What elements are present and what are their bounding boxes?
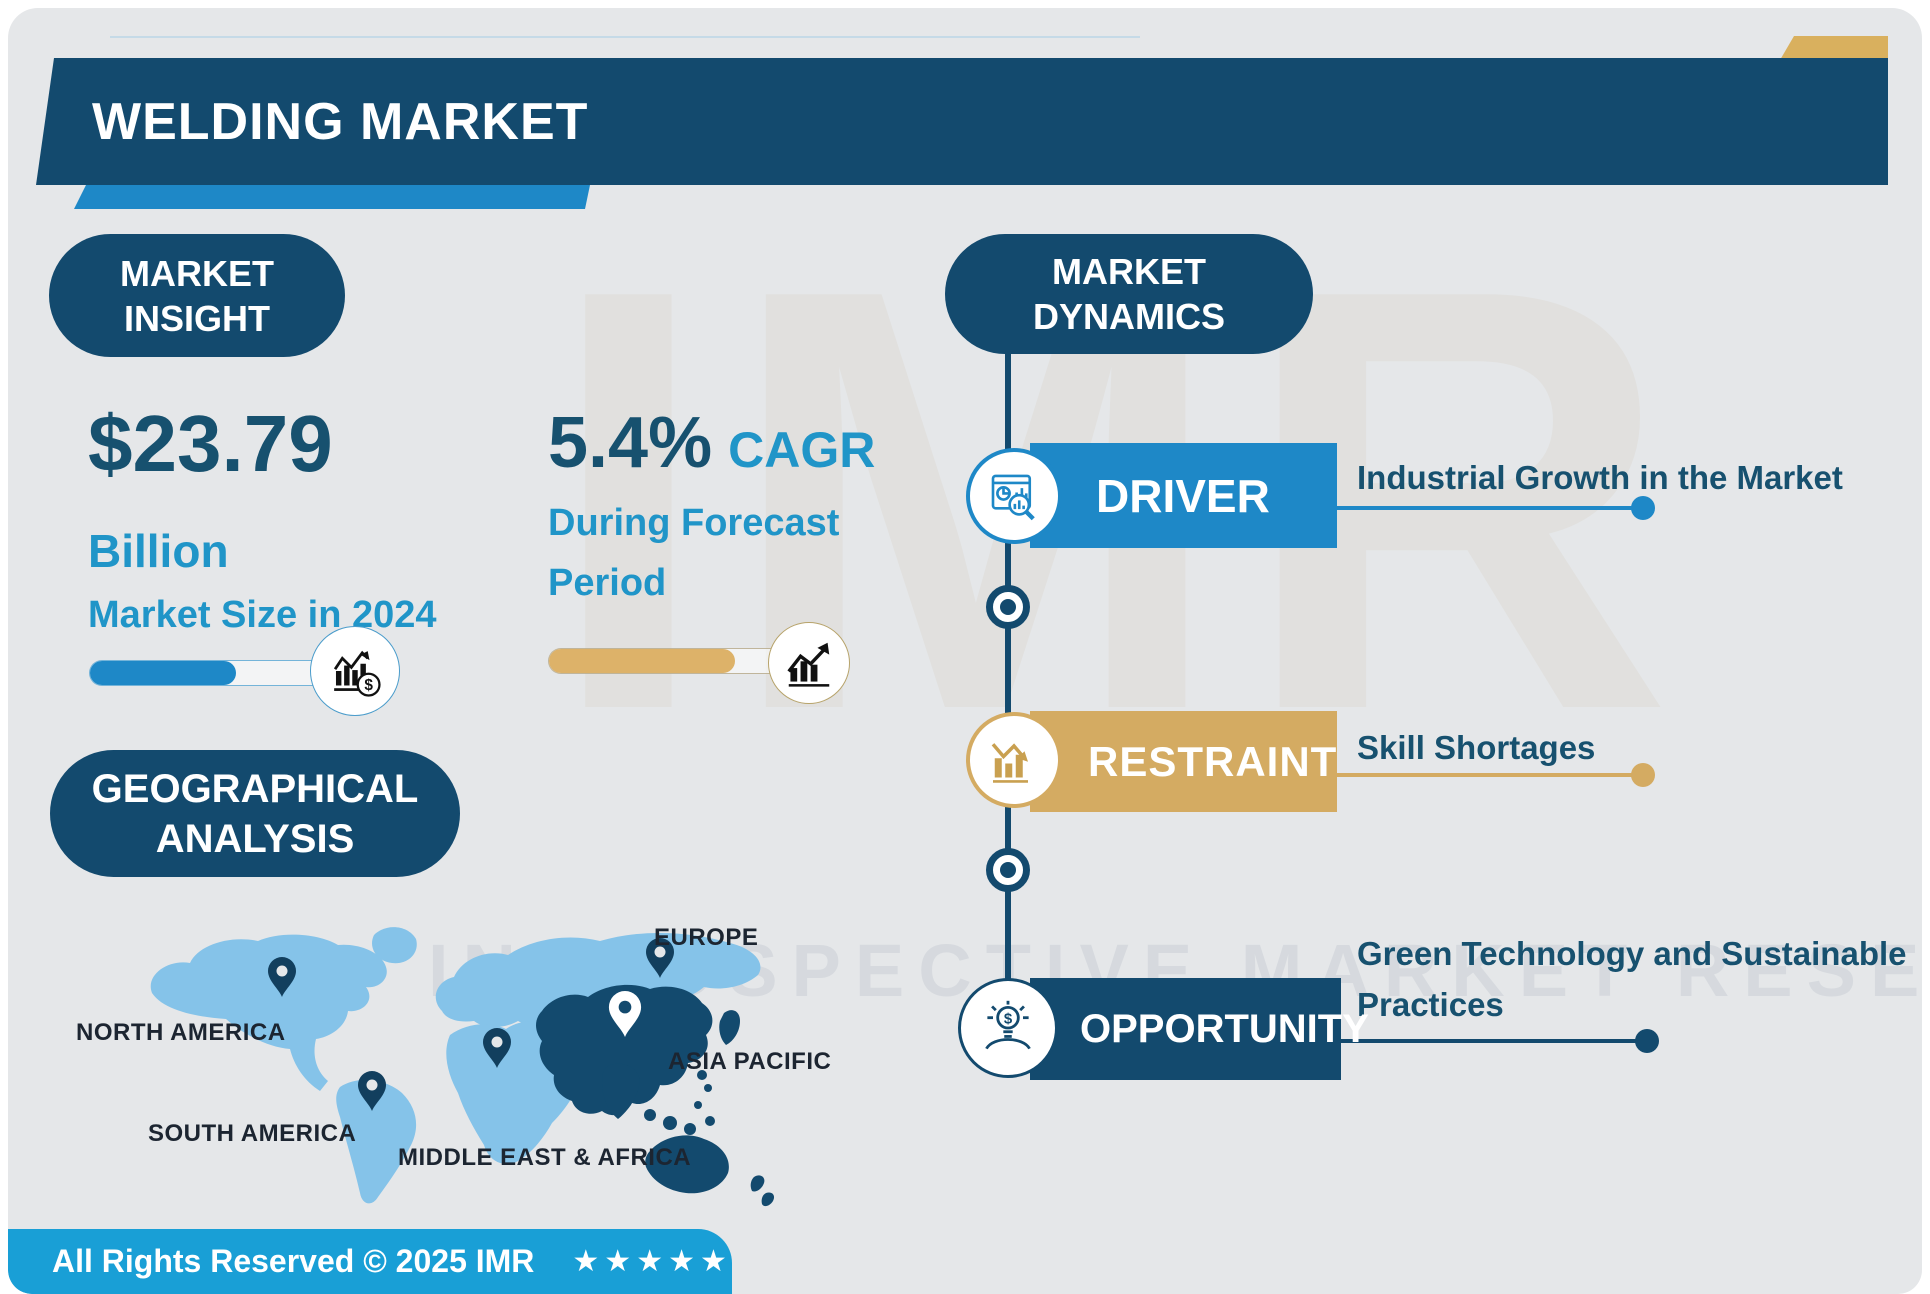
banner-accent-bar <box>74 185 590 209</box>
map-label-south-america: SOUTH AMERICA <box>148 1120 357 1147</box>
infographic-card: IMR INTROSPECTIVE MARKET RESEARCH WELDIN… <box>8 8 1922 1294</box>
bar-chart-dollar-icon: $ <box>310 626 400 716</box>
restraint-text-line1: Skill Shortages <box>1357 729 1596 766</box>
geo-badge-line2: ANALYSIS <box>155 816 355 861</box>
market-size-value: $23.79 <box>88 399 333 488</box>
opportunity-text-line1: Green Technology and Sustainable <box>1357 935 1907 972</box>
location-pin-icon <box>268 938 674 1111</box>
cagr-caption-line1: During Forecast <box>548 502 840 544</box>
market-dynamics-badge-line2: DYNAMICS <box>1032 296 1225 337</box>
top-divider-line <box>110 36 1140 38</box>
restraint-box: RESTRAINT <box>1030 711 1337 812</box>
market-size-progress-bar <box>89 660 345 686</box>
driver-connector-line <box>1337 496 1655 520</box>
driver-text: Industrial Growth in the Market <box>1357 452 1843 503</box>
opportunity-box: OPPORTUNITY <box>1030 978 1369 1080</box>
driver-box: DRIVER <box>1030 443 1337 548</box>
market-size-caption: Market Size in 2024 <box>88 594 437 636</box>
timeline-node-dot <box>1000 862 1016 878</box>
market-insight-badge: MARKET INSIGHT <box>49 234 345 357</box>
timeline-node-1 <box>986 585 1030 629</box>
driver-label: DRIVER <box>1096 469 1270 522</box>
cagr-progress-fill <box>549 649 735 673</box>
copyright-text: All Rights Reserved © 2025 IMR <box>52 1243 535 1279</box>
restraint-text: Skill Shortages <box>1357 722 1595 773</box>
market-size-unit: Billion <box>88 525 229 577</box>
opportunity-connector-dot <box>1635 1029 1659 1053</box>
growth-chart-icon <box>768 622 850 704</box>
map-label-north-america: NORTH AMERICA <box>76 1019 286 1046</box>
opportunity-label: OPPORTUNITY <box>1080 1006 1369 1051</box>
restraint-connector-dot <box>1631 763 1655 787</box>
geo-badge-line1: GEOGRAPHICAL <box>91 766 419 811</box>
footer-bar: All Rights Reserved © 2025 IMR ★★★★★ <box>8 1229 732 1294</box>
opportunity-connector-line <box>1341 1029 1659 1053</box>
timeline-line <box>1005 352 1011 1028</box>
market-dynamics-badge-line1: MARKET <box>1052 251 1206 292</box>
driver-connector-dot <box>1631 496 1655 520</box>
timeline-node-2 <box>986 848 1030 892</box>
cagr-caption-line2: Period <box>548 562 667 604</box>
gold-corner-tab <box>1780 36 1888 60</box>
geographical-analysis-badge: GEOGRAPHICAL ANALYSIS <box>50 750 460 877</box>
title-banner: WELDING MARKET <box>36 58 1888 185</box>
page-title: WELDING MARKET <box>92 92 589 151</box>
svg-text:$: $ <box>364 677 373 694</box>
infographic-content: IMR INTROSPECTIVE MARKET RESEARCH WELDIN… <box>8 8 1922 1294</box>
market-size-progress-fill <box>90 661 236 685</box>
idea-bulb-dollar-icon: $ <box>958 978 1058 1078</box>
svg-text:$: $ <box>1004 1010 1013 1027</box>
timeline-node-dot <box>1000 599 1016 615</box>
map-label-asia-pacific: ASIA PACIFIC <box>668 1048 832 1075</box>
restraint-connector-line <box>1337 763 1655 787</box>
cagr-label: CAGR <box>728 422 876 478</box>
opportunity-text-line2: Practices <box>1357 986 1504 1024</box>
opportunity-text: Green Technology and Sustainable Practic… <box>1357 928 1907 1030</box>
declining-chart-icon <box>966 712 1062 808</box>
cagr-value: 5.4% CAGR <box>548 402 875 484</box>
analytics-magnifier-icon <box>966 448 1062 544</box>
market-insight-badge-line2: INSIGHT <box>123 297 270 339</box>
driver-text-line1: Industrial Growth in the Market <box>1357 459 1843 496</box>
star-rating: ★★★★★ <box>572 1245 732 1278</box>
market-dynamics-badge: MARKET DYNAMICS <box>945 234 1313 354</box>
world-map <box>150 927 775 1207</box>
cagr-progress-bar <box>548 648 796 674</box>
market-insight-badge-line1: MARKET <box>120 252 274 294</box>
map-label-europe: EUROPE <box>654 924 759 951</box>
cagr-number: 5.4% <box>548 403 713 483</box>
map-label-middle-east-africa: MIDDLE EAST & AFRICA <box>398 1144 692 1171</box>
restraint-label: RESTRAINT <box>1088 737 1338 785</box>
